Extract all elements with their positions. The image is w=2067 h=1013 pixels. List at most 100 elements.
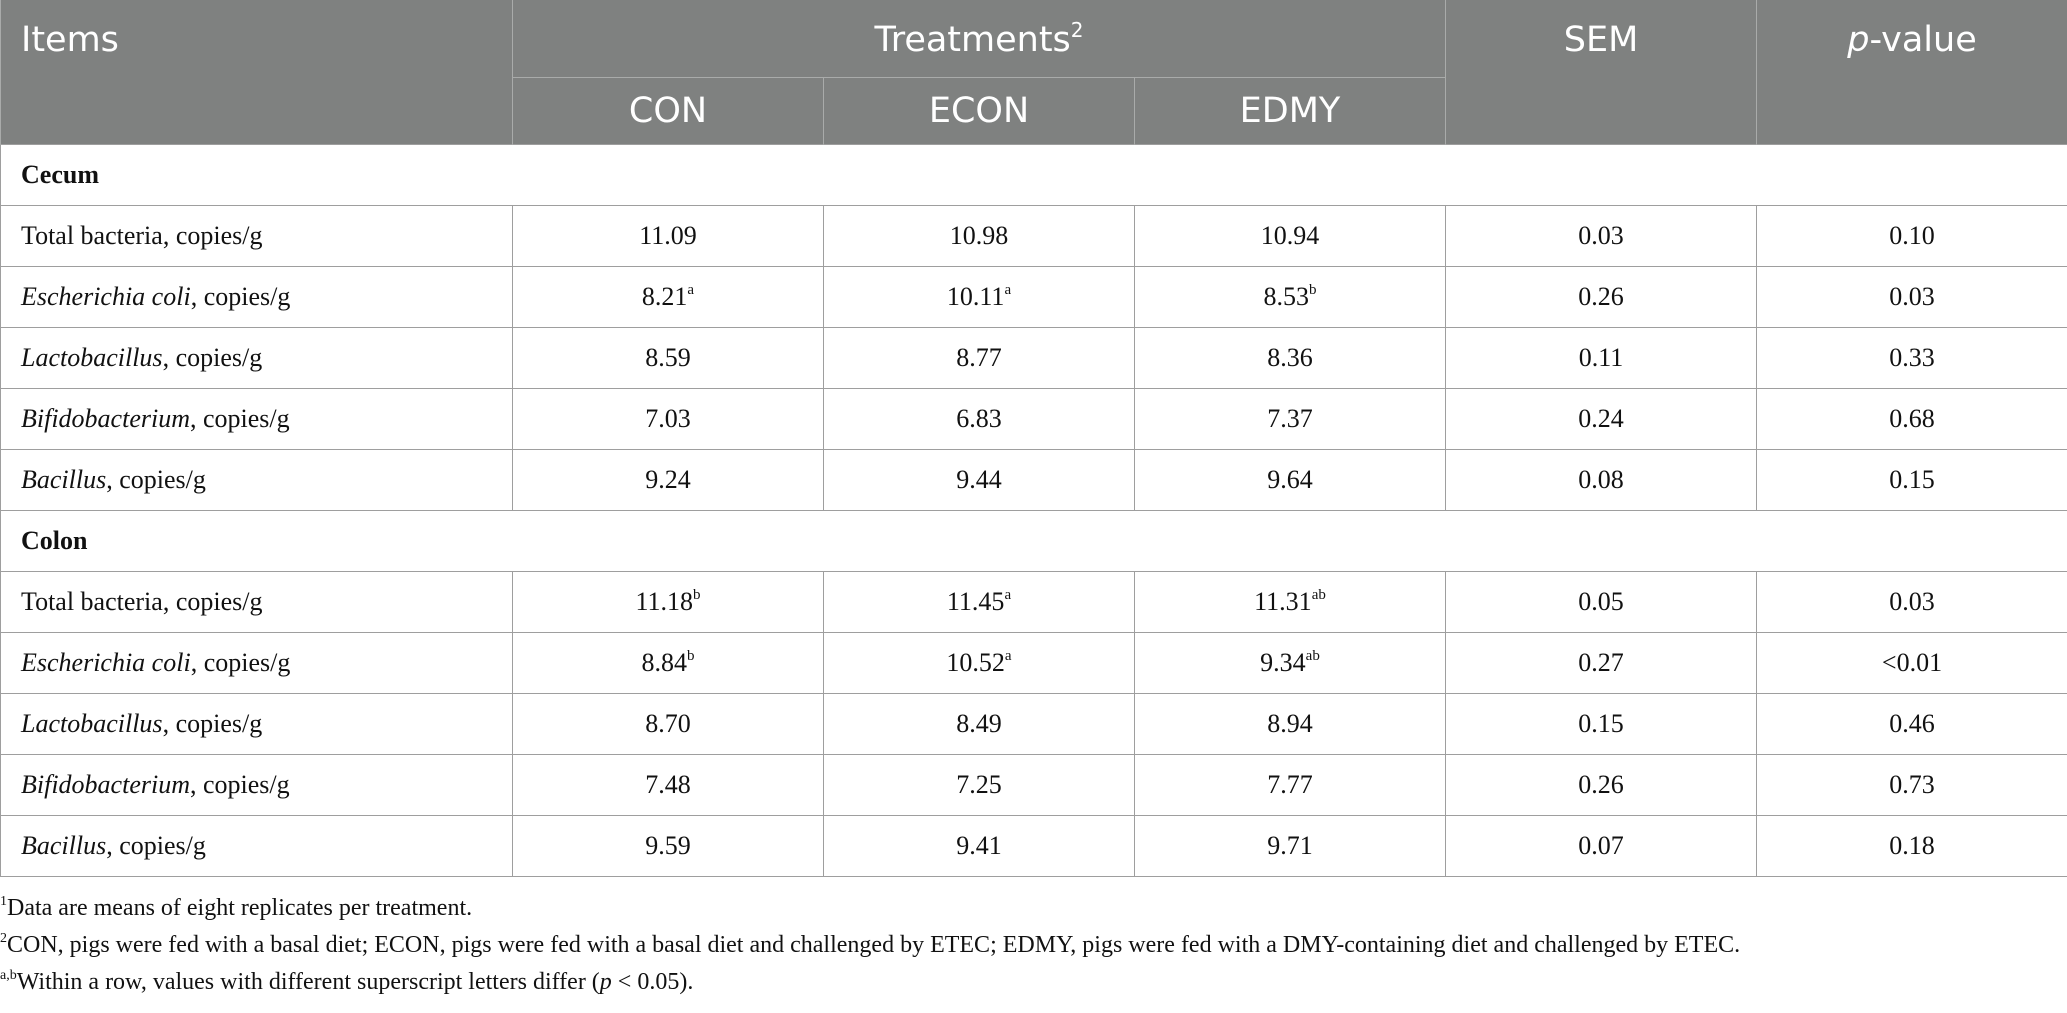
table-header: Items Treatments2 SEM p-value CON ECON E… [0,0,2067,144]
row-label-text: , copies/g [106,464,206,494]
row-label-text: , copies/g [189,403,290,433]
row-label: Escherichia coli, copies/g [0,265,513,328]
cell-con-value: 7.03 [645,403,691,433]
cell-con: 11.18b [512,570,824,633]
cell-econ: 8.49 [823,692,1135,755]
row-label: Bifidobacterium, copies/g [0,387,513,450]
cell-edmy-value: 9.71 [1267,830,1313,860]
section-title: Colon [0,509,2067,572]
table-row: Lactobacillus, copies/g 8.70 8.49 8.94 0.15 0… [0,692,2067,755]
table-row: Total bacteria, copies/g 11.09 10.98 10.94 0… [0,204,2067,267]
footnote-1: 1Data are means of eight replicates per … [0,890,2067,927]
cell-sem: 0.08 [1445,448,1757,511]
cell-econ-superscript: a [1004,647,1012,664]
cell-con: 9.24 [512,448,824,511]
row-label: Total bacteria, copies/g [0,204,513,267]
cell-con: 8.21a [512,265,824,328]
cell-con: 11.09 [512,204,824,267]
cell-p-value: <0.01 [1756,631,2067,694]
cell-con-value: 9.59 [645,830,691,860]
cell-p-value: 0.46 [1756,692,2067,755]
row-label: Lactobacillus, copies/g [0,326,513,389]
cell-edmy-superscript: ab [1311,586,1326,603]
row-label-taxon: Bifidobacterium [21,769,190,799]
row-label: Escherichia coli, copies/g [0,631,513,694]
footnote-2: 2CON, pigs were fed with a basal diet; E… [0,927,2067,964]
footnote-2-mark: 2 [0,931,7,946]
row-label: Bifidobacterium, copies/g [0,753,513,816]
header-treatments: Treatments2 [512,0,1446,77]
footnote-2-text: CON, pigs were fed with a basal diet; EC… [7,932,1741,958]
cell-econ-value: 10.98 [949,220,1009,250]
cell-p-value: 0.33 [1756,326,2067,389]
cell-sem: 0.03 [1445,204,1757,267]
footnote-3: a,bWithin a row, values with different s… [0,964,2067,1001]
cell-econ: 8.77 [823,326,1135,389]
footnote-3-text-post: < 0.05). [611,969,694,995]
cell-p-value: 0.68 [1756,387,2067,450]
row-label-taxon: Bacillus [21,830,107,860]
cell-edmy-value: 8.53 [1263,281,1310,311]
cell-econ: 6.83 [823,387,1135,450]
header-p-italic: p [1847,20,1870,60]
cell-edmy: 9.34ab [1134,631,1446,694]
cell-con: 8.84b [512,631,824,694]
footnote-3-mark: a,b [0,968,17,983]
row-label-taxon: Lactobacillus [21,342,163,372]
cell-edmy-value: 8.94 [1267,708,1313,738]
cell-con-superscript: b [687,647,695,664]
header-treatments-label: Treatments [874,20,1071,60]
cell-p-value: 0.73 [1756,753,2067,816]
row-label-text: Total bacteria, copies/g [21,586,263,616]
cell-p-value: 0.18 [1756,814,2067,877]
cell-edmy-value: 9.34 [1260,647,1306,677]
cell-edmy-value: 9.64 [1267,464,1313,494]
cell-con-value: 9.24 [645,464,691,494]
table-row: Bifidobacterium, copies/g 7.48 7.25 7.77 0.2… [0,753,2067,816]
header-econ: ECON [823,76,1135,144]
cell-con: 8.70 [512,692,824,755]
section-row: Colon [0,509,2067,572]
row-label-taxon: Bifidobacterium [21,403,190,433]
row-label-taxon: Bacillus [21,464,107,494]
header-p-rest: -value [1869,20,1977,60]
cell-edmy: 7.37 [1134,387,1446,450]
cell-edmy: 8.36 [1134,326,1446,389]
row-label-text: , copies/g [162,708,263,738]
cell-econ-value: 10.11 [946,281,1005,311]
section-row: Cecum [0,143,2067,206]
cell-con: 7.03 [512,387,824,450]
cell-econ: 10.11a [823,265,1135,328]
row-label-text: , copies/g [162,342,263,372]
cell-sem: 0.11 [1445,326,1757,389]
cell-sem: 0.26 [1445,265,1757,328]
cell-econ: 10.98 [823,204,1135,267]
row-label-text: , copies/g [106,830,206,860]
cell-econ: 9.41 [823,814,1135,877]
cell-sem: 0.27 [1445,631,1757,694]
cell-edmy-superscript: b [1309,281,1317,298]
cell-edmy-value: 8.36 [1267,342,1313,372]
cell-econ-value: 11.45 [946,586,1005,616]
table-row: Total bacteria, copies/g 11.18b 11.45a 11.3… [0,570,2067,633]
table-row: Bifidobacterium, copies/g 7.03 6.83 7.37 0.2… [0,387,2067,450]
cell-edmy: 7.77 [1134,753,1446,816]
cell-con-value: 7.48 [645,769,691,799]
cell-con: 8.59 [512,326,824,389]
cell-edmy-value: 11.31 [1254,586,1312,616]
table-row: Lactobacillus, copies/g 8.59 8.77 8.36 0.11 0… [0,326,2067,389]
row-label: Lactobacillus, copies/g [0,692,513,755]
table-row: Bacillus, copies/g 9.59 9.41 9.71 0.07 0.18 [0,814,2067,877]
cell-econ: 10.52a [823,631,1135,694]
cell-sem: 0.05 [1445,570,1757,633]
cell-con: 7.48 [512,753,824,816]
row-label-text: , copies/g [190,281,291,311]
cell-econ-value: 10.52 [946,647,1005,677]
table-row: Escherichia coli, copies/g 8.21a 10.11a 8.5… [0,265,2067,328]
table-row: Escherichia coli, copies/g 8.84b 10.52a 9.3… [0,631,2067,694]
cell-con-value: 11.18 [635,586,694,616]
cell-edmy: 8.53b [1134,265,1446,328]
header-edmy: EDMY [1134,76,1446,144]
cell-econ: 11.45a [823,570,1135,633]
